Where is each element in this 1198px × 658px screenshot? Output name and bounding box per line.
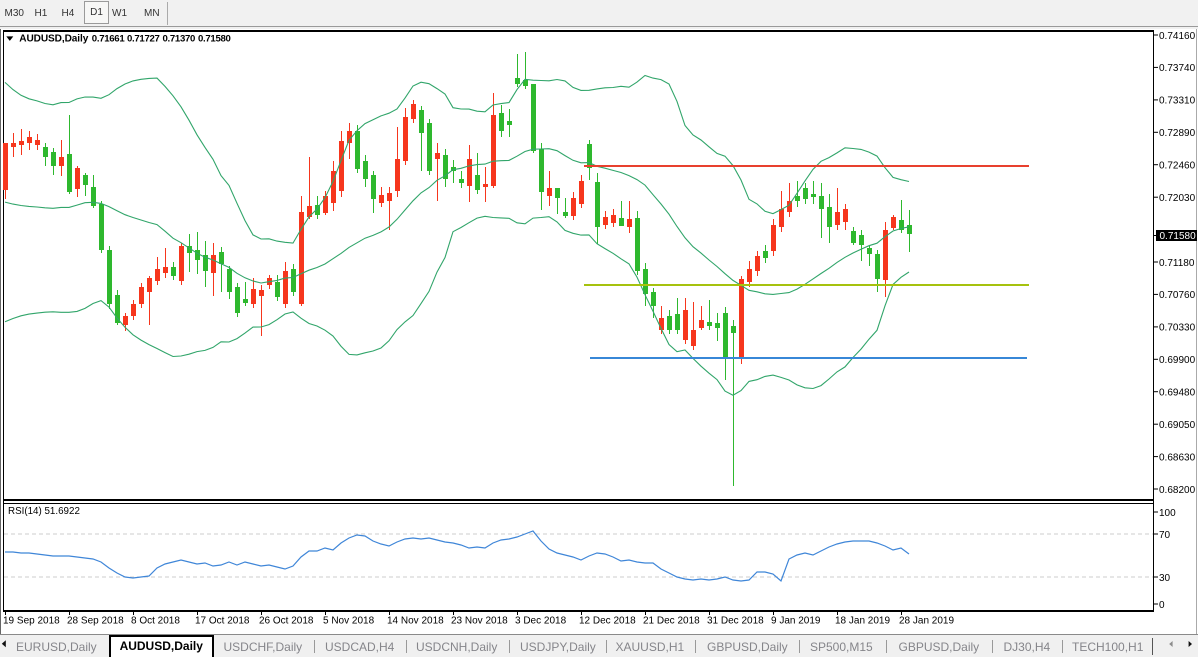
svg-text:0.68630: 0.68630	[1159, 452, 1196, 463]
svg-text:8 Oct 2018: 8 Oct 2018	[131, 616, 180, 627]
svg-text:0.69900: 0.69900	[1159, 355, 1196, 366]
svg-text:100: 100	[1159, 508, 1176, 519]
svg-text:18 Jan 2019: 18 Jan 2019	[835, 616, 890, 627]
svg-text:0.69480: 0.69480	[1159, 388, 1196, 399]
svg-text:14 Nov 2018: 14 Nov 2018	[387, 616, 444, 627]
svg-text:0.72460: 0.72460	[1159, 161, 1196, 172]
svg-text:0.68200: 0.68200	[1159, 485, 1196, 496]
svg-text:0.70760: 0.70760	[1159, 290, 1196, 301]
svg-text:0.71370: 0.71370	[163, 34, 196, 45]
svg-text:30: 30	[1159, 573, 1171, 584]
svg-text:3 Dec 2018: 3 Dec 2018	[515, 616, 567, 627]
svg-text:0.70330: 0.70330	[1159, 323, 1196, 334]
svg-text:12 Dec 2018: 12 Dec 2018	[579, 616, 636, 627]
svg-text:0.71661: 0.71661	[92, 34, 126, 45]
svg-text:17 Oct 2018: 17 Oct 2018	[195, 616, 250, 627]
svg-text:0.69050: 0.69050	[1159, 420, 1196, 431]
svg-text:0.71580: 0.71580	[1160, 231, 1197, 242]
svg-text:0.74160: 0.74160	[1159, 31, 1196, 42]
svg-text:31 Dec 2018: 31 Dec 2018	[707, 616, 764, 627]
svg-text:0.71727: 0.71727	[127, 34, 160, 45]
svg-text:9 Jan 2019: 9 Jan 2019	[771, 616, 821, 627]
svg-text:23 Nov 2018: 23 Nov 2018	[451, 616, 508, 627]
svg-text:19 Sep 2018: 19 Sep 2018	[3, 616, 60, 627]
svg-text:0.72030: 0.72030	[1159, 193, 1196, 204]
svg-text:26 Oct 2018: 26 Oct 2018	[259, 616, 314, 627]
svg-text:0.71580: 0.71580	[198, 34, 231, 45]
svg-text:5 Nov 2018: 5 Nov 2018	[323, 616, 375, 627]
svg-text:70: 70	[1159, 530, 1171, 541]
svg-text:28 Jan 2019: 28 Jan 2019	[899, 616, 954, 627]
svg-text:AUDUSD,Daily: AUDUSD,Daily	[19, 34, 88, 45]
svg-text:0: 0	[1159, 600, 1165, 611]
svg-text:21 Dec 2018: 21 Dec 2018	[643, 616, 700, 627]
svg-text:0.73740: 0.73740	[1159, 63, 1196, 74]
svg-text:0.71180: 0.71180	[1159, 258, 1195, 269]
svg-text:0.73310: 0.73310	[1159, 96, 1196, 107]
svg-text:RSI(14) 51.6922: RSI(14) 51.6922	[8, 506, 80, 517]
svg-text:0.72890: 0.72890	[1159, 128, 1196, 139]
svg-text:28 Sep 2018: 28 Sep 2018	[67, 616, 124, 627]
